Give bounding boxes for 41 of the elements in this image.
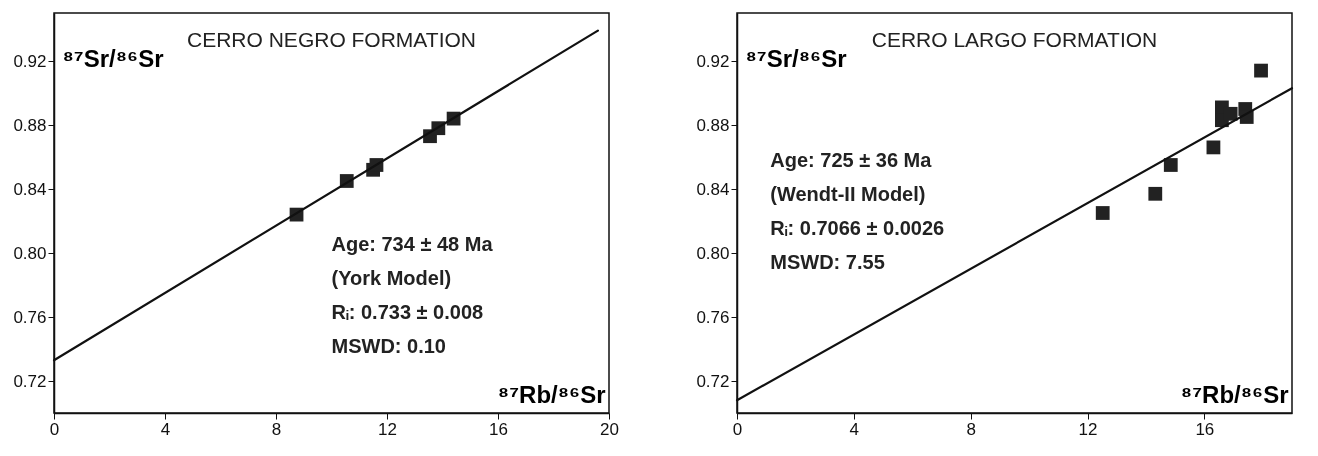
y-tick-label: 0.88 (696, 115, 730, 135)
annotation: Age: 734 ± 48 Ma (331, 233, 494, 255)
x-tick-label: 4 (849, 419, 860, 439)
y-tick-label: 0.76 (696, 307, 730, 327)
x-tick-label: 20 (600, 419, 619, 439)
annotation: (Wendt-II Model) (770, 183, 926, 205)
x-tick-label: 12 (378, 419, 397, 439)
x-axis-title: ⁸⁷Rb/⁸⁶Sr (1180, 380, 1289, 408)
y-tick-label: 0.80 (13, 243, 47, 263)
y-tick-label: 0.92 (13, 51, 47, 71)
y-tick-label: 0.72 (13, 371, 47, 391)
x-tick-label: 16 (489, 419, 508, 439)
y-tick-label: 0.84 (696, 179, 730, 199)
y-tick-label: 0.92 (696, 51, 730, 71)
text: CERRO LARGO FORMATION (871, 28, 1158, 51)
y-tick-label: 0.88 (13, 115, 47, 135)
x-tick-label: 0 (732, 419, 743, 439)
x-tick-label: 12 (1078, 419, 1098, 439)
x-tick-label: 8 (271, 419, 282, 439)
point (1163, 158, 1178, 172)
x-axis-title: ⁸⁷Rb/⁸⁶Sr (497, 380, 606, 408)
point (1254, 63, 1268, 78)
annotation: Age: 725 ± 36 Ma (770, 149, 933, 171)
y-tick-label: 0.80 (696, 243, 730, 263)
point (1148, 186, 1163, 201)
x-tick-label: 4 (160, 419, 171, 439)
x-tick-label: 16 (1195, 419, 1215, 439)
y-axis-title: ⁸⁷Sr/⁸⁶Sr (62, 44, 164, 72)
annotation: MSWD: 0.10 (331, 335, 446, 357)
x-tick-label: 0 (49, 419, 60, 439)
point (1095, 206, 1110, 220)
annotation: MSWD: 7.55 (770, 251, 885, 273)
text: CERRO NEGRO FORMATION (187, 28, 476, 51)
y-tick-label: 0.84 (13, 179, 47, 199)
y-tick-label: 0.76 (13, 307, 47, 327)
annotation: (York Model) (331, 267, 452, 289)
annotation: Rᵢ: 0.7066 ± 0.0026 (770, 217, 945, 239)
x-tick-label: 8 (966, 419, 976, 439)
y-axis-title: ⁸⁷Sr/⁸⁶Sr (745, 44, 847, 72)
annotation: Rᵢ: 0.733 ± 0.008 (331, 301, 484, 323)
y-tick-label: 0.72 (696, 371, 730, 391)
